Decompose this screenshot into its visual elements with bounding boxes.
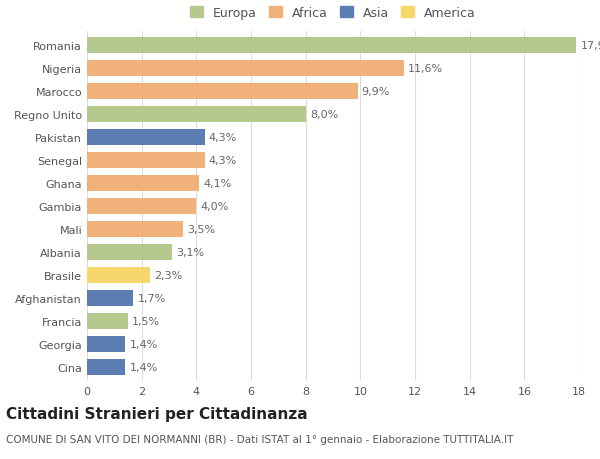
Text: 1,4%: 1,4% [130, 339, 158, 349]
Bar [87, 245, 172, 260]
Text: 3,1%: 3,1% [176, 247, 204, 257]
Text: 17,9%: 17,9% [580, 41, 600, 51]
Text: 3,5%: 3,5% [187, 224, 215, 235]
Text: 1,4%: 1,4% [130, 362, 158, 372]
Bar [87, 291, 133, 306]
Bar [87, 130, 205, 146]
Text: 4,1%: 4,1% [203, 179, 232, 189]
Bar [87, 268, 150, 283]
Legend: Europa, Africa, Asia, America: Europa, Africa, Asia, America [188, 5, 478, 22]
Bar [87, 359, 125, 375]
Bar [87, 176, 199, 191]
Bar [87, 222, 182, 237]
Text: COMUNE DI SAN VITO DEI NORMANNI (BR) - Dati ISTAT al 1° gennaio - Elaborazione T: COMUNE DI SAN VITO DEI NORMANNI (BR) - D… [6, 434, 514, 444]
Text: 9,9%: 9,9% [362, 87, 390, 97]
Text: 1,7%: 1,7% [137, 293, 166, 303]
Text: 4,0%: 4,0% [200, 202, 229, 212]
Bar [87, 153, 205, 168]
Text: 2,3%: 2,3% [154, 270, 182, 280]
Bar [87, 313, 128, 329]
Bar [87, 107, 305, 123]
Bar [87, 84, 358, 100]
Bar [87, 61, 404, 77]
Bar [87, 199, 196, 214]
Text: 4,3%: 4,3% [209, 156, 237, 166]
Text: Cittadini Stranieri per Cittadinanza: Cittadini Stranieri per Cittadinanza [6, 406, 308, 421]
Text: 8,0%: 8,0% [310, 110, 338, 120]
Text: 1,5%: 1,5% [132, 316, 160, 326]
Text: 11,6%: 11,6% [408, 64, 443, 74]
Bar [87, 336, 125, 352]
Text: 4,3%: 4,3% [209, 133, 237, 143]
Bar [87, 38, 576, 54]
